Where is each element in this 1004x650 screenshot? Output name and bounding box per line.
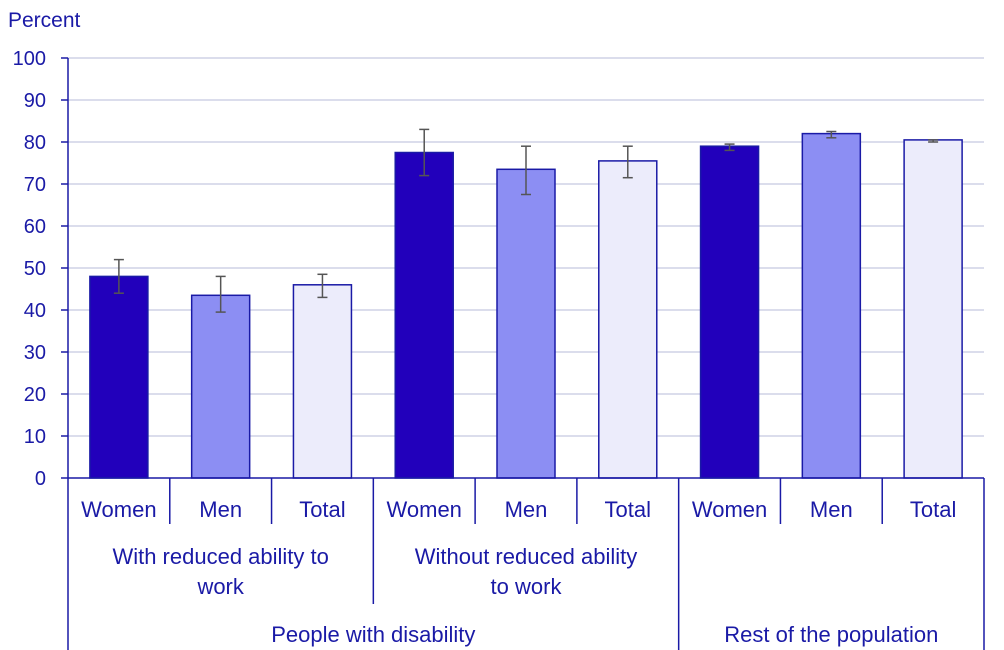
group-label-level1: Without reduced ability <box>415 544 638 569</box>
bar <box>496 168 556 479</box>
bar <box>699 145 760 479</box>
x-category-label: Women <box>692 497 767 522</box>
y-tick-label: 80 <box>24 132 46 154</box>
y-tick-label: 90 <box>24 90 46 112</box>
y-axis-label: Percent <box>8 9 81 32</box>
x-category-label: Men <box>199 497 242 522</box>
bar <box>598 160 658 479</box>
y-tick-label: 10 <box>24 426 46 448</box>
group-label-level1: With reduced ability to <box>112 544 328 569</box>
group-labels: With reduced ability to work Without reduc… <box>112 544 938 647</box>
group-label-level1: to work <box>491 574 563 599</box>
error-bars <box>113 128 939 313</box>
bar <box>903 139 963 479</box>
group-label-level2: Rest of the population <box>724 622 938 647</box>
y-tick-label: 30 <box>24 342 46 364</box>
y-tick-labels: 0 10 20 30 40 50 60 70 80 90 100 <box>13 48 46 490</box>
y-tick-label: 50 <box>24 258 46 280</box>
bar <box>89 275 149 479</box>
bar <box>190 294 251 479</box>
y-tick-label: 100 <box>13 48 46 70</box>
x-category-label: Total <box>299 497 345 522</box>
x-category-label: Total <box>910 497 956 522</box>
x-category-label: Men <box>810 497 853 522</box>
bar <box>394 151 454 479</box>
x-category-label: Women <box>387 497 462 522</box>
bar <box>801 132 862 479</box>
x-category-label: Total <box>605 497 651 522</box>
axes <box>61 57 985 650</box>
group-label-level1: work <box>196 574 244 599</box>
y-tick-label: 0 <box>35 468 46 490</box>
y-tick-label: 20 <box>24 384 46 406</box>
y-tick-label: 40 <box>24 300 46 322</box>
x-category-label: Women <box>81 497 156 522</box>
y-tick-label: 60 <box>24 216 46 238</box>
x-category-labels: Women Men Total Women Men Total Women Men Total <box>81 497 956 522</box>
x-category-label: Men <box>505 497 548 522</box>
bar <box>292 284 353 479</box>
y-tick-label: 70 <box>24 174 46 196</box>
group-label-level2: People with disability <box>271 622 475 647</box>
